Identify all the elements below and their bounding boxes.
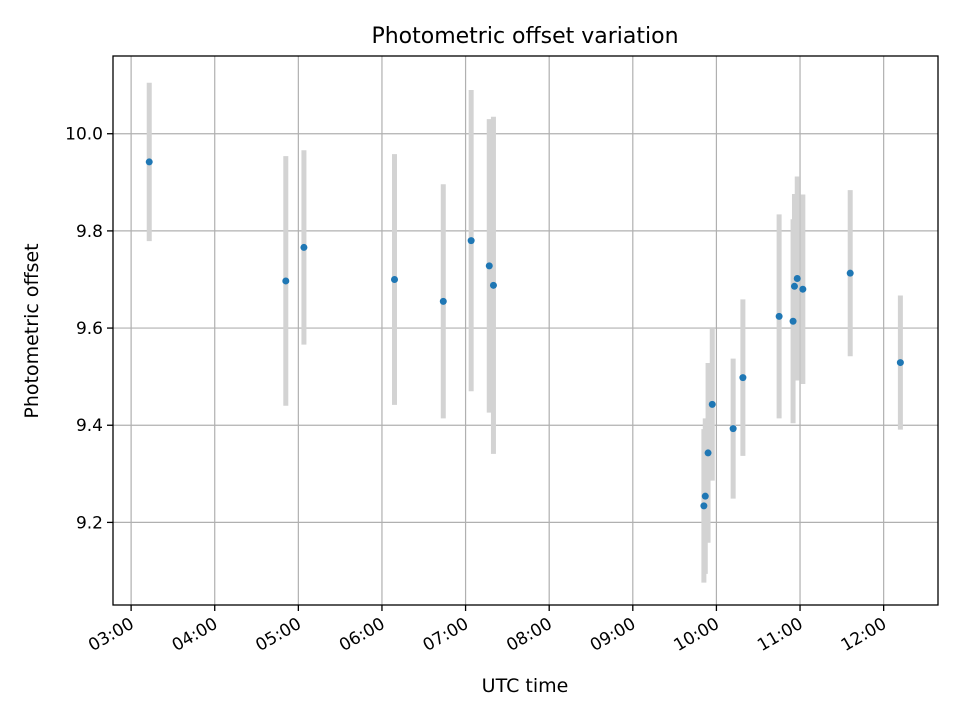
y-axis-ticks: 9.2 9.4 9.6 9.8 10.0 [65, 125, 113, 533]
data-point-8 [700, 502, 708, 510]
x-axis-label: UTC time [482, 675, 569, 697]
data-point-11 [708, 400, 716, 408]
data-point-0 [145, 158, 153, 166]
y-tick-label: 10.0 [65, 125, 103, 145]
data-point-14 [775, 312, 783, 320]
data-point-17 [793, 275, 801, 283]
plot-frame [112, 55, 939, 606]
y-tick-label: 9.2 [76, 513, 103, 533]
y-axis-label: Photometric offset [21, 243, 43, 418]
data-point-4 [439, 297, 447, 305]
data-point-6 [485, 262, 493, 270]
data-point-12 [729, 425, 737, 433]
data-point-19 [846, 269, 854, 277]
data-point-20 [896, 359, 904, 367]
data-point-15 [789, 317, 797, 325]
y-tick-label: 9.6 [76, 319, 103, 339]
y-tick-label: 9.8 [76, 222, 103, 242]
data-point-2 [300, 243, 308, 251]
data-point-9 [701, 492, 709, 500]
data-point-5 [467, 237, 475, 245]
data-point-1 [282, 277, 290, 285]
data-points [145, 158, 904, 510]
data-point-3 [391, 275, 399, 283]
y-tick-label: 9.4 [76, 416, 103, 436]
data-point-7 [489, 281, 497, 289]
data-point-18 [799, 285, 807, 293]
data-point-13 [739, 374, 747, 382]
data-point-10 [704, 449, 712, 457]
chart-title: Photometric offset variation [371, 24, 678, 49]
data-point-16 [790, 282, 798, 290]
